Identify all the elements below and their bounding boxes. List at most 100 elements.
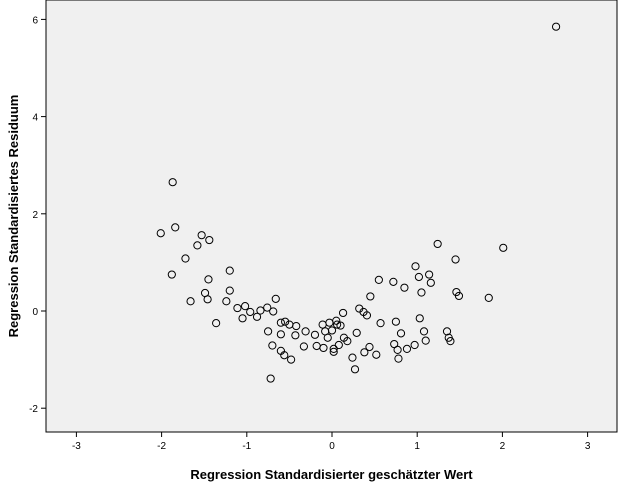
data-point (446, 337, 455, 346)
data-point (319, 343, 328, 353)
plot-area (45, 0, 618, 433)
data-point (168, 178, 177, 187)
data-point (402, 344, 412, 354)
data-point (360, 348, 369, 357)
data-point (263, 303, 272, 312)
data-point (281, 317, 290, 326)
data-point (203, 295, 212, 304)
data-point (186, 297, 195, 306)
data-points (156, 22, 561, 383)
data-point (280, 351, 289, 360)
data-point (197, 231, 206, 240)
data-point (240, 302, 250, 311)
data-point (193, 241, 202, 250)
data-point (348, 353, 357, 362)
data-point (338, 308, 348, 318)
data-point (181, 254, 190, 263)
x-axis: -3 -2 -1 0 1 2 3 (72, 432, 591, 452)
data-point (433, 239, 442, 249)
y-axis-title: Regression Standardisiertes Residuum (6, 95, 21, 338)
data-point (415, 314, 424, 323)
y-tick-label: -2 (29, 404, 38, 415)
data-point (365, 342, 374, 352)
data-point (252, 312, 262, 321)
data-point (352, 328, 361, 337)
data-point (376, 319, 385, 328)
data-point (366, 292, 375, 301)
data-point (301, 327, 310, 336)
data-point (205, 235, 214, 245)
x-tick-label: 2 (500, 441, 506, 452)
data-point (451, 255, 460, 264)
data-point (167, 270, 176, 279)
data-point (362, 311, 372, 320)
data-point (222, 297, 231, 306)
y-axis: -2 0 2 4 6 (29, 15, 46, 415)
data-point (329, 347, 338, 356)
data-point (419, 327, 429, 336)
data-point (292, 321, 301, 331)
y-tick-label: 0 (32, 307, 38, 318)
y-tick-label: 2 (32, 210, 38, 221)
data-point (299, 342, 308, 351)
x-tick-label: 1 (414, 441, 420, 452)
data-point (551, 22, 561, 31)
data-point (269, 307, 278, 316)
data-point (291, 331, 300, 340)
data-point (287, 355, 296, 364)
data-point (156, 229, 165, 238)
data-point (310, 330, 320, 339)
data-point (454, 291, 464, 301)
data-point (414, 272, 424, 282)
data-point (374, 275, 383, 284)
data-point (396, 329, 406, 338)
data-point (238, 314, 247, 323)
data-point (276, 330, 285, 339)
data-point (421, 336, 430, 345)
data-point (426, 278, 435, 287)
data-point (391, 317, 400, 326)
x-tick-label: -1 (242, 441, 251, 452)
y-tick-label: 6 (32, 15, 38, 26)
data-point (372, 350, 381, 359)
x-tick-label: 3 (585, 441, 591, 452)
data-point (268, 341, 277, 350)
data-point (400, 283, 409, 292)
data-point (394, 354, 403, 363)
data-point (266, 374, 275, 383)
data-point (411, 262, 420, 271)
data-point (425, 270, 434, 279)
data-point (336, 321, 345, 330)
data-point (264, 327, 273, 336)
data-point (276, 318, 285, 327)
data-point (323, 333, 332, 342)
data-point (410, 340, 419, 350)
data-point (256, 306, 265, 315)
data-point (171, 223, 180, 232)
data-point (442, 327, 452, 336)
x-axis-title: Regression Standardisierter geschätzter … (190, 467, 473, 482)
data-point (334, 340, 343, 350)
data-point (271, 294, 280, 303)
data-point (350, 365, 360, 374)
x-tick-label: 0 (329, 441, 335, 452)
data-point (484, 293, 493, 302)
data-point (329, 344, 338, 354)
data-point (393, 345, 402, 354)
data-point (212, 319, 221, 328)
data-point (389, 277, 398, 286)
data-point (343, 337, 352, 346)
data-point (417, 288, 426, 297)
data-point (204, 275, 213, 284)
data-point (333, 320, 342, 329)
data-point (325, 318, 334, 327)
data-point (246, 307, 255, 317)
data-point (233, 303, 242, 313)
data-point (499, 243, 508, 252)
data-point (225, 266, 234, 275)
data-point (327, 326, 337, 335)
data-point (225, 286, 234, 295)
x-tick-label: -3 (72, 441, 81, 452)
